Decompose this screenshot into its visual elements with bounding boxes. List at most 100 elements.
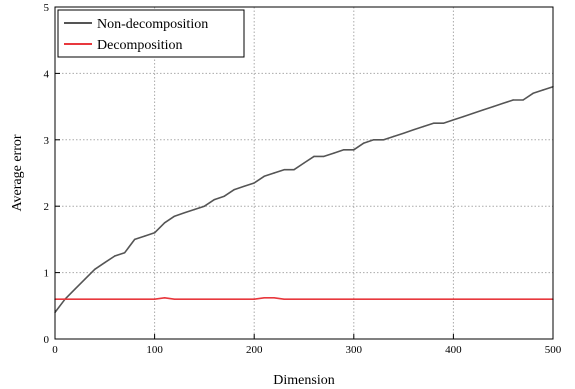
data-point-non-decomposition: [343, 149, 345, 151]
data-point-non-decomposition: [373, 139, 375, 141]
data-point-decomposition: [273, 297, 275, 299]
data-point-non-decomposition: [193, 208, 196, 211]
data-point-non-decomposition: [422, 125, 425, 128]
data-point-non-decomposition: [502, 102, 504, 104]
data-point-non-decomposition: [94, 268, 96, 270]
data-point-decomposition: [363, 298, 365, 300]
data-point-decomposition: [203, 298, 206, 300]
data-point-non-decomposition: [253, 182, 255, 184]
data-point-decomposition: [532, 298, 534, 300]
data-point-non-decomposition: [163, 222, 166, 224]
data-point-non-decomposition: [223, 195, 226, 197]
data-point-non-decomposition: [353, 149, 355, 151]
grid: [55, 7, 553, 339]
data-point-non-decomposition: [104, 261, 106, 264]
data-point-decomposition: [114, 298, 116, 300]
data-point-non-decomposition: [442, 122, 445, 124]
y-axis-title: Average error: [10, 134, 25, 211]
data-point-non-decomposition: [363, 142, 365, 144]
data-point-non-decomposition: [402, 132, 405, 134]
data-point-non-decomposition: [243, 185, 245, 187]
data-point-non-decomposition: [462, 115, 465, 118]
data-point-non-decomposition: [382, 139, 385, 141]
data-point-decomposition: [143, 298, 146, 300]
data-point-decomposition: [213, 298, 216, 300]
data-point-decomposition: [283, 298, 285, 300]
y-tick-label: 0: [44, 334, 50, 346]
data-point-decomposition: [412, 298, 415, 300]
data-point-decomposition: [343, 298, 345, 300]
x-tick-label: 200: [246, 344, 263, 356]
data-point-non-decomposition: [203, 205, 206, 207]
data-point-decomposition: [124, 298, 126, 300]
data-point-non-decomposition: [432, 122, 435, 124]
y-tick-label: 2: [44, 201, 50, 213]
legend-label-decomposition: Decomposition: [97, 38, 183, 53]
plot-frame: [54, 6, 554, 340]
data-point-non-decomposition: [522, 99, 524, 101]
data-point-decomposition: [402, 298, 405, 300]
data-point-decomposition: [323, 298, 325, 300]
data-point-decomposition: [373, 298, 375, 300]
x-tick-label: 0: [52, 344, 58, 356]
x-tick-label: 400: [445, 344, 462, 356]
data-point-decomposition: [74, 298, 76, 300]
data-point-decomposition: [163, 297, 166, 299]
data-point-non-decomposition: [293, 168, 295, 171]
data-point-non-decomposition: [173, 215, 176, 217]
series-layer: [54, 85, 554, 314]
data-point-non-decomposition: [273, 172, 275, 174]
data-point-decomposition: [333, 298, 335, 300]
data-point-decomposition: [502, 298, 504, 300]
data-point-decomposition: [293, 298, 295, 300]
data-point-decomposition: [492, 298, 494, 300]
data-point-non-decomposition: [333, 152, 335, 154]
data-point-decomposition: [522, 298, 524, 300]
x-tick-label: 500: [545, 344, 562, 356]
data-point-non-decomposition: [213, 198, 216, 201]
x-tick-label: 300: [346, 344, 363, 356]
data-point-non-decomposition: [482, 109, 484, 111]
data-point-non-decomposition: [313, 155, 315, 158]
data-point-decomposition: [462, 298, 465, 300]
data-point-non-decomposition: [492, 105, 494, 108]
data-point-decomposition: [472, 298, 475, 300]
x-axis-title: Dimension: [273, 373, 334, 388]
data-point-non-decomposition: [283, 168, 285, 171]
data-point-non-decomposition: [323, 155, 325, 158]
data-point-decomposition: [193, 298, 196, 300]
data-point-decomposition: [104, 298, 106, 300]
data-point-decomposition: [133, 298, 136, 300]
x-tick-label: 100: [146, 344, 163, 356]
legend-box: [57, 9, 245, 58]
legend-label-non-decomposition: Non-decomposition: [97, 17, 208, 32]
data-point-decomposition: [512, 298, 514, 300]
data-point-non-decomposition: [143, 235, 146, 237]
data-point-decomposition: [84, 298, 86, 300]
data-point-non-decomposition: [114, 255, 116, 257]
data-point-decomposition: [94, 298, 96, 300]
y-tick-label: 5: [44, 2, 50, 14]
data-point-decomposition: [353, 298, 355, 300]
data-point-decomposition: [253, 298, 255, 300]
data-point-decomposition: [392, 298, 395, 300]
data-point-decomposition: [382, 298, 385, 300]
data-point-decomposition: [173, 298, 176, 300]
data-point-decomposition: [422, 298, 425, 300]
data-point-non-decomposition: [153, 232, 156, 234]
data-point-decomposition: [542, 298, 544, 300]
data-point-decomposition: [223, 298, 226, 300]
data-point-non-decomposition: [542, 89, 544, 91]
data-point-decomposition: [452, 298, 455, 300]
data-point-non-decomposition: [74, 288, 76, 290]
data-point-decomposition: [183, 298, 186, 300]
y-tick-label: 4: [44, 68, 50, 80]
data-point-non-decomposition: [472, 112, 475, 114]
data-point-non-decomposition: [133, 238, 136, 241]
legend: Non-decomposition Decomposition: [57, 9, 245, 58]
data-point-decomposition: [233, 298, 235, 300]
data-point-non-decomposition: [392, 135, 395, 138]
data-point-non-decomposition: [233, 188, 235, 191]
